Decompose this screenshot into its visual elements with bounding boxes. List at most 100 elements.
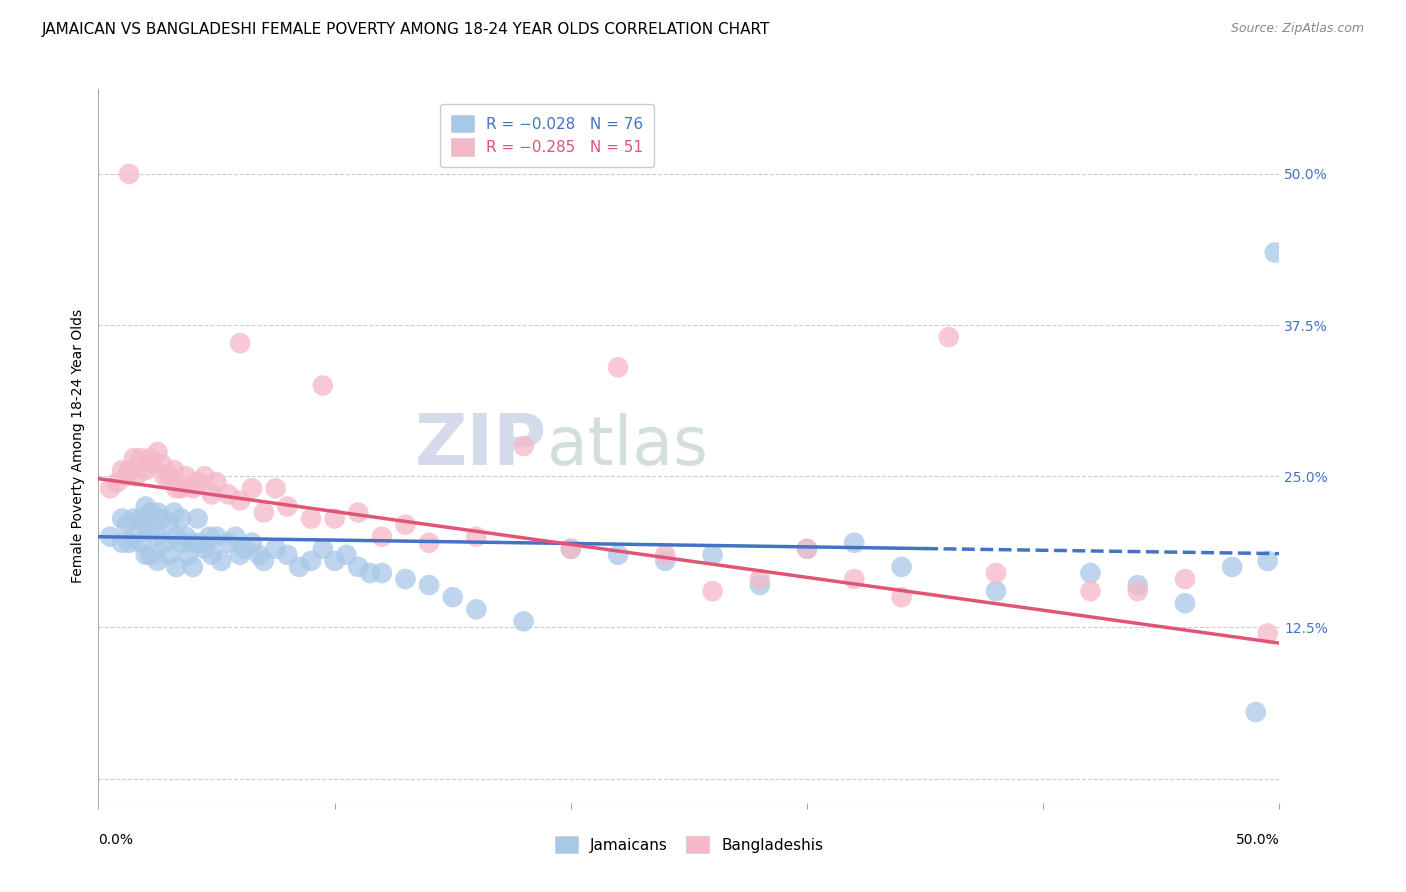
Point [312, 378, 335, 392]
Point [1257, 626, 1279, 640]
Point [418, 578, 440, 592]
Point [1080, 566, 1102, 580]
Point [157, 548, 180, 562]
Point [299, 554, 322, 568]
Point [465, 602, 488, 616]
Point [654, 548, 676, 562]
Text: Source: ZipAtlas.com: Source: ZipAtlas.com [1230, 22, 1364, 36]
Point [240, 535, 263, 549]
Point [170, 511, 193, 525]
Point [217, 535, 239, 549]
Point [139, 524, 162, 538]
Text: 50.0%: 50.0% [1236, 833, 1279, 847]
Point [371, 530, 394, 544]
Point [201, 548, 224, 562]
Point [174, 469, 197, 483]
Point [748, 572, 770, 586]
Point [209, 554, 232, 568]
Point [135, 463, 157, 477]
Text: 0.0%: 0.0% [98, 833, 134, 847]
Point [796, 541, 818, 556]
Point [224, 530, 246, 544]
Point [201, 487, 224, 501]
Point [323, 554, 346, 568]
Point [560, 541, 582, 556]
Point [165, 481, 187, 495]
Point [135, 500, 157, 514]
Point [890, 560, 912, 574]
Point [118, 463, 141, 477]
Point [122, 530, 145, 544]
Point [129, 451, 152, 466]
Point [312, 541, 335, 556]
Point [371, 566, 394, 580]
Point [181, 535, 204, 549]
Point [181, 481, 204, 495]
Point [187, 475, 209, 490]
Point [181, 560, 204, 574]
Point [153, 535, 176, 549]
Point [122, 511, 145, 525]
Point [163, 506, 186, 520]
Point [560, 541, 582, 556]
Point [188, 535, 211, 549]
Point [111, 463, 134, 477]
Point [441, 590, 464, 604]
Point [217, 487, 239, 501]
Point [253, 554, 276, 568]
Point [512, 439, 534, 453]
Point [984, 566, 1007, 580]
Point [194, 469, 217, 483]
Point [146, 530, 169, 544]
Point [205, 475, 228, 490]
Point [1126, 584, 1149, 599]
Point [142, 457, 165, 471]
Point [177, 548, 200, 562]
Point [984, 584, 1007, 599]
Point [115, 517, 138, 532]
Point [153, 469, 176, 483]
Point [702, 584, 724, 599]
Point [233, 541, 256, 556]
Point [122, 451, 145, 466]
Point [146, 554, 169, 568]
Point [129, 535, 152, 549]
Point [111, 535, 134, 549]
Point [512, 615, 534, 629]
Point [264, 541, 287, 556]
Point [139, 548, 162, 562]
Point [170, 481, 193, 495]
Point [418, 535, 440, 549]
Point [229, 336, 252, 351]
Point [125, 469, 148, 483]
Point [844, 572, 866, 586]
Point [938, 330, 960, 344]
Text: ZIP: ZIP [415, 411, 547, 481]
Point [129, 511, 152, 525]
Text: atlas: atlas [547, 413, 709, 479]
Point [98, 481, 121, 495]
Point [150, 457, 173, 471]
Point [1244, 705, 1267, 719]
Point [198, 530, 221, 544]
Point [139, 451, 162, 466]
Point [229, 548, 252, 562]
Point [1126, 578, 1149, 592]
Point [240, 481, 263, 495]
Point [347, 560, 370, 574]
Point [146, 445, 169, 459]
Point [748, 578, 770, 592]
Point [194, 541, 217, 556]
Point [247, 548, 270, 562]
Point [187, 511, 209, 525]
Point [111, 511, 134, 525]
Point [607, 360, 630, 375]
Point [654, 554, 676, 568]
Point [276, 500, 298, 514]
Point [170, 535, 193, 549]
Point [1220, 560, 1243, 574]
Point [205, 530, 228, 544]
Point [288, 560, 311, 574]
Point [394, 572, 416, 586]
Point [1257, 554, 1279, 568]
